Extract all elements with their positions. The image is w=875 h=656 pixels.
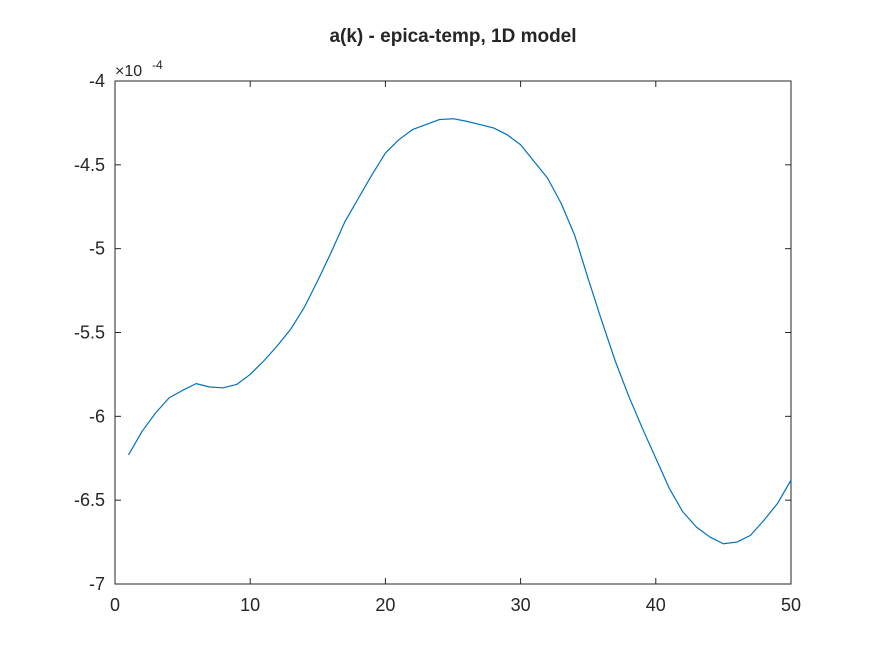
y-tick-label: -6 — [89, 406, 105, 426]
axes: 0 10 20 30 40 50 -7 -6.5 -6 -5.5 -5 -4.5 -4 — [74, 71, 801, 615]
y-axis-exponent-base: ×10 — [115, 63, 142, 80]
x-tick-label: 0 — [110, 595, 120, 615]
x-tick-label: 30 — [511, 595, 531, 615]
y-axis-exponent-power: -4 — [152, 58, 163, 72]
x-tick-label: 20 — [375, 595, 395, 615]
y-tick-label: -6.5 — [74, 490, 105, 510]
y-axis-exponent: ×10 -4 — [115, 58, 163, 80]
x-tick-label: 50 — [781, 595, 801, 615]
y-tick-label: -4.5 — [74, 155, 105, 175]
series-group — [128, 118, 792, 545]
y-tick-label: -5 — [89, 239, 105, 259]
y-tick-label: -5.5 — [74, 323, 105, 343]
series-line — [128, 118, 792, 545]
y-tick-label: -4 — [89, 71, 105, 91]
x-tick-label: 40 — [646, 595, 666, 615]
y-tick-label: -7 — [89, 574, 105, 594]
chart-title: a(k) - epica-temp, 1D model — [329, 26, 576, 47]
plot-area — [114, 80, 792, 585]
x-tick-label: 10 — [240, 595, 260, 615]
